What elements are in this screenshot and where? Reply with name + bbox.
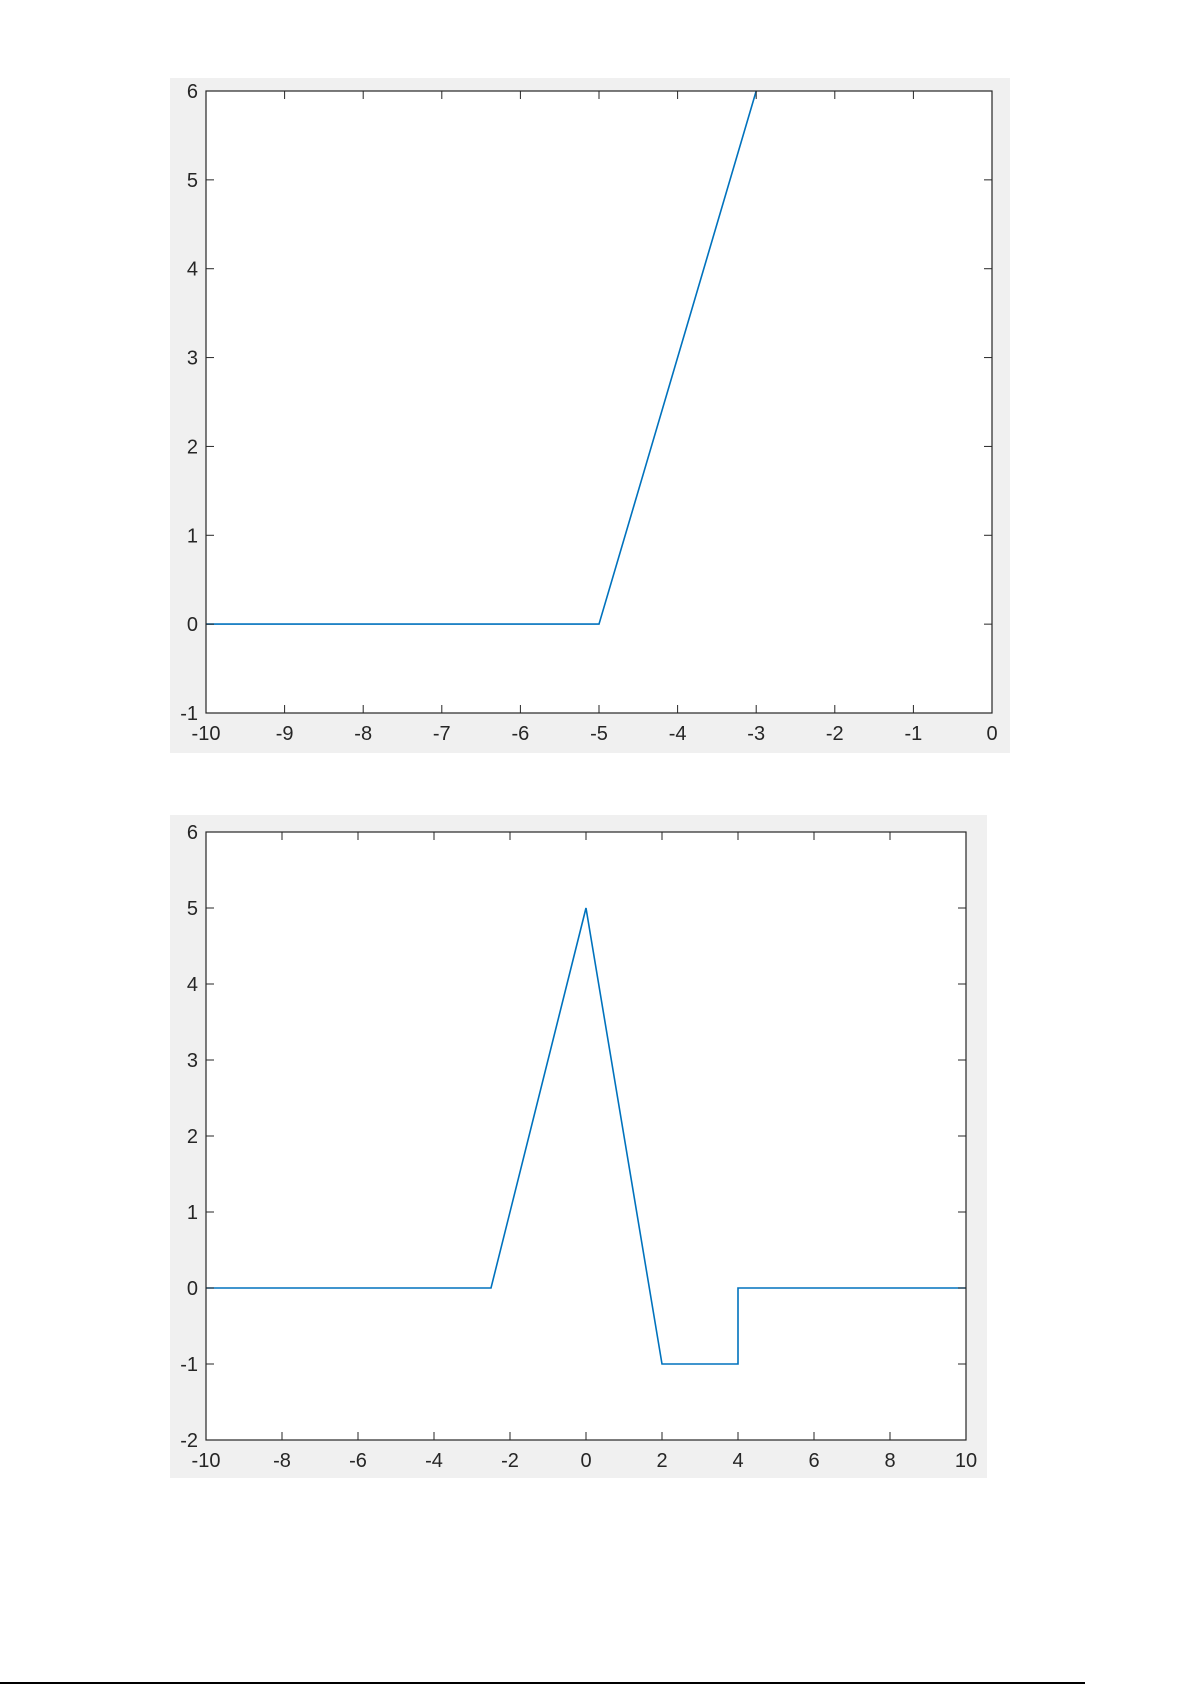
x-tick-label: -4 xyxy=(669,723,687,745)
x-tick-label: 0 xyxy=(986,723,997,745)
y-tick-label: 5 xyxy=(187,898,198,920)
x-tick-label: -2 xyxy=(501,1450,519,1472)
y-tick-label: 6 xyxy=(187,81,198,103)
y-tick-label: -1 xyxy=(180,1354,198,1376)
x-tick-label: -8 xyxy=(354,723,372,745)
series-line-1 xyxy=(206,907,966,1365)
y-tick-label: 3 xyxy=(187,348,198,370)
x-tick-label: -8 xyxy=(273,1450,291,1472)
x-tick-label: -10 xyxy=(192,723,221,745)
y-tick-label: -2 xyxy=(180,1430,198,1452)
x-tick-label: 2 xyxy=(656,1450,667,1472)
x-tick-label: 10 xyxy=(955,1450,977,1472)
x-tick-label: -2 xyxy=(826,723,844,745)
x-tick-label: -1 xyxy=(905,723,923,745)
y-tick-label: 1 xyxy=(187,525,198,547)
x-tick-label: 6 xyxy=(808,1450,819,1472)
y-tick-label: 1 xyxy=(187,1202,198,1224)
x-tick-label: -5 xyxy=(590,723,608,745)
y-tick-label: 6 xyxy=(187,822,198,844)
x-tick-label: 0 xyxy=(580,1450,591,1472)
series-line-1 xyxy=(206,90,757,625)
y-tick-label: 5 xyxy=(187,170,198,192)
y-tick-label: 2 xyxy=(187,436,198,458)
x-tick-label: 8 xyxy=(884,1450,895,1472)
y-tick-label: 4 xyxy=(187,259,198,281)
x-tick-label: -6 xyxy=(349,1450,367,1472)
y-tick-label: 3 xyxy=(187,1050,198,1072)
x-tick-label: -4 xyxy=(425,1450,443,1472)
y-tick-label: 2 xyxy=(187,1126,198,1148)
x-tick-label: 4 xyxy=(732,1450,743,1472)
page-bottom-rule xyxy=(0,1682,1085,1684)
x-tick-label: -10 xyxy=(192,1450,221,1472)
x-tick-label: -3 xyxy=(747,723,765,745)
y-tick-label: -1 xyxy=(180,703,198,725)
axes-area xyxy=(206,91,992,713)
axes-area xyxy=(206,832,966,1440)
x-tick-label: -6 xyxy=(512,723,530,745)
y-tick-label: 4 xyxy=(187,974,198,996)
x-tick-label: -7 xyxy=(433,723,451,745)
x-tick-label: -9 xyxy=(276,723,294,745)
y-tick-label: 0 xyxy=(187,614,198,636)
y-tick-label: 0 xyxy=(187,1278,198,1300)
